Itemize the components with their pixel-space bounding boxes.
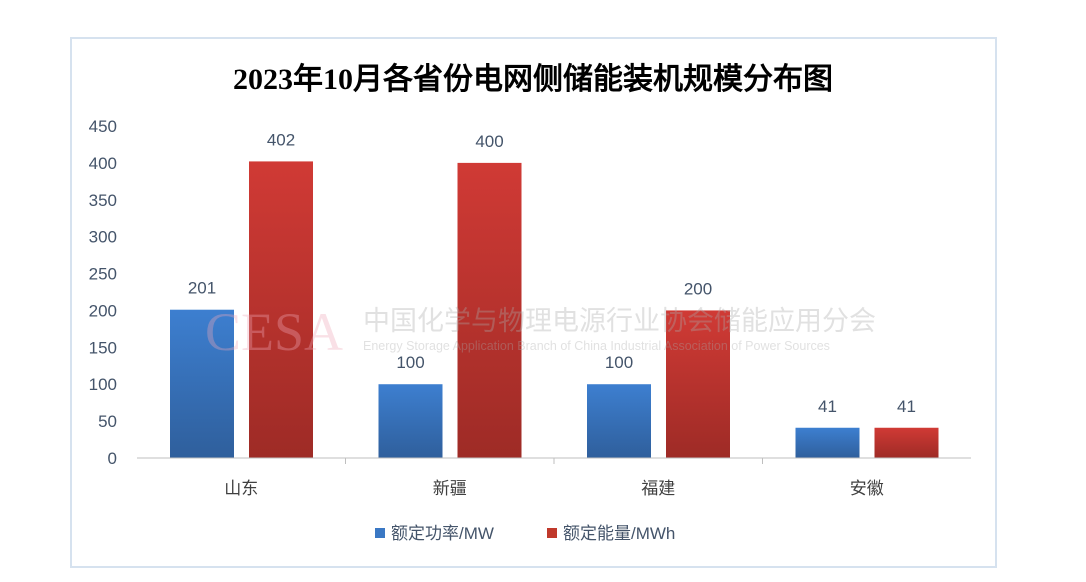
y-tick-label: 350 [89,191,117,210]
bar [378,384,443,458]
x-tick-label: 山东 [224,479,258,499]
data-label: 201 [188,279,216,298]
watermark-logo: CESA [205,302,343,362]
data-label: 41 [897,397,916,416]
data-label: 400 [475,132,503,151]
bar [457,162,522,458]
y-tick-label: 0 [108,449,117,468]
chart-frame [70,37,997,568]
x-tick-label: 新疆 [433,479,467,499]
legend-swatch [375,528,385,538]
legend-label: 额定能量/MWh [563,524,675,543]
y-tick-label: 150 [89,338,117,357]
bar [249,161,313,458]
data-label: 402 [267,130,295,149]
x-tick-label: 福建 [641,479,675,499]
data-label: 100 [605,353,633,372]
legend: 额定功率/MW 额定能量/MWh [375,524,675,543]
bar [170,309,234,458]
y-tick-label: 50 [98,412,117,431]
legend-swatch [547,528,557,538]
watermark: CESA 中国化学与物理电源行业协会储能应用分会 Energy Storage … [205,302,876,362]
data-label: 41 [818,397,837,416]
data-label: 200 [684,279,712,298]
x-tick-label: 安徽 [850,479,884,499]
y-tick-label: 100 [89,375,117,394]
bar [874,427,939,458]
y-tick-label: 450 [89,117,117,136]
y-tick-label: 400 [89,154,117,173]
y-tick-label: 250 [89,265,117,284]
chart-title: 2023年10月各省份电网侧储能装机规模分布图 [233,62,833,96]
bar [587,384,651,458]
y-tick-label: 200 [89,301,117,320]
y-tick-label: 300 [89,228,117,247]
data-label: 100 [396,353,424,372]
bar [666,310,730,458]
legend-label: 额定功率/MW [391,524,494,543]
watermark-en: Energy Storage Application Branch of Chi… [363,339,830,353]
bar [795,427,860,458]
watermark-cn: 中国化学与物理电源行业协会储能应用分会 [363,306,876,336]
